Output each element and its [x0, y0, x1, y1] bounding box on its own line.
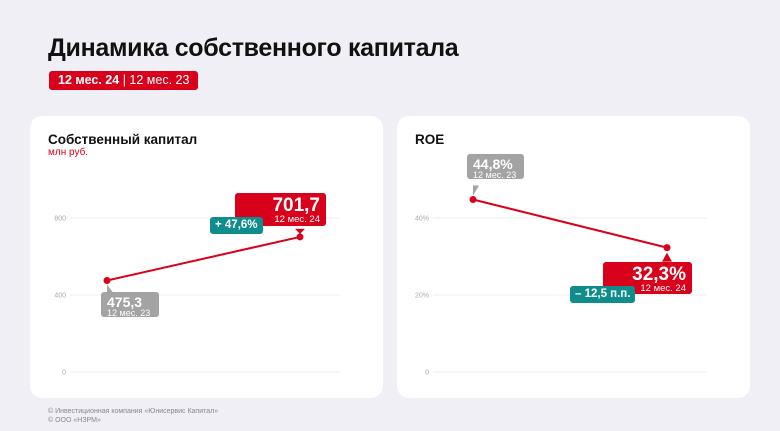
y-tick-label: 400	[54, 293, 66, 300]
period-previous: 12 мес. 23	[129, 73, 190, 87]
period-separator: |	[119, 73, 130, 87]
callout-pointer	[662, 252, 672, 262]
y-tick-label: 40%	[415, 216, 429, 223]
roe-card: ROE 0 20% 40% 44,8% 12 мес. 23 32,3% 12 мес.…	[397, 116, 750, 398]
callout-previous: 475,3 12 мес. 23	[101, 292, 159, 318]
delta-badge: – 12,5 п.п.	[570, 286, 636, 303]
roe-chart: 0 20% 40%	[415, 185, 707, 377]
card-title: Собственный капитал	[48, 132, 198, 147]
equity-card: Собственный капитал млн руб. 0 400 800 475…	[30, 116, 383, 398]
y-tick-label: 20%	[415, 293, 429, 300]
card-title: ROE	[415, 132, 445, 147]
callout-current: 701,7 12 мес. 24	[235, 193, 326, 226]
period-label: 12 мес. 24	[274, 214, 320, 225]
value-label: 701,7	[272, 195, 320, 216]
data-point	[469, 196, 477, 204]
period-badge: 12 мес. 24 | 12 мес. 23	[49, 71, 199, 90]
value-label: 475,3	[107, 294, 143, 310]
card-unit: млн руб.	[48, 147, 89, 158]
page-title: Динамика собственного капитала	[48, 34, 459, 62]
data-point	[296, 233, 304, 241]
period-label: 12 мес. 23	[473, 170, 517, 180]
series-line	[472, 198, 668, 249]
callout-pointer	[473, 185, 479, 196]
callout-previous: 44,8% 12 мес. 23	[467, 154, 524, 180]
series-line	[106, 235, 301, 282]
data-point	[103, 277, 111, 285]
y-tick-label: 800	[54, 216, 66, 223]
value-label: 44,8%	[473, 156, 513, 172]
equity-chart: 0 400 800	[54, 216, 340, 377]
y-tick-label: 0	[62, 370, 66, 377]
value-label: 32,3%	[632, 264, 686, 285]
copyright-line: © Инвестиционная компания «Юнисервис Кап…	[48, 408, 219, 415]
period-label: 12 мес. 23	[107, 308, 151, 318]
callout-pointer	[107, 284, 113, 293]
period-label: 12 мес. 24	[640, 283, 686, 294]
copyright-line: © ООО «НЗРМ»	[48, 417, 101, 424]
period-current: 12 мес. 24	[58, 73, 120, 87]
callout-pointer	[295, 228, 305, 234]
delta-badge: + 47,6%	[210, 217, 263, 234]
y-tick-label: 0	[425, 370, 429, 377]
data-point	[663, 244, 671, 252]
footer: © Инвестиционная компания «Юнисервис Кап…	[48, 407, 218, 425]
